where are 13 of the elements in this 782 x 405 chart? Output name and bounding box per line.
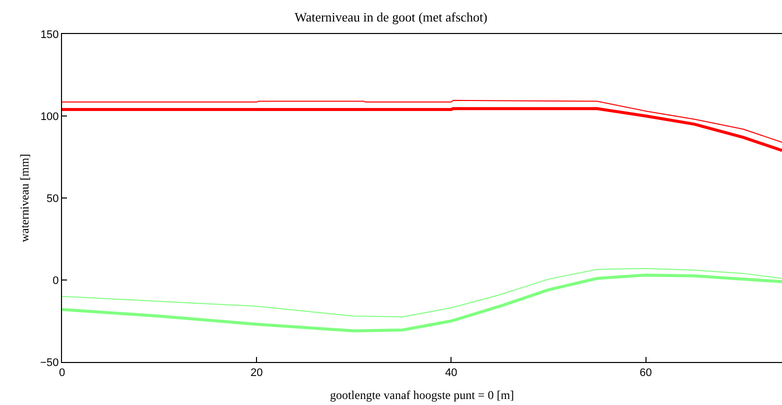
y-tick-label: −50 (40, 356, 59, 369)
y-tick-label: 50 (46, 192, 59, 205)
y-tick-label: 100 (40, 110, 59, 123)
y-axis-title: waterniveau [mm] (17, 154, 32, 242)
line-series (62, 100, 782, 143)
line-series (62, 107, 782, 152)
y-tick-label: 0 (52, 274, 59, 287)
x-tick-label: 40 (445, 367, 458, 380)
y-tick-label: 150 (40, 28, 59, 41)
x-tick-label: 60 (640, 367, 652, 380)
x-tick-label: 20 (250, 367, 263, 380)
chart-title: Waterniveau in de goot (met afschot) (294, 9, 488, 24)
x-axis-title: gootlengte vanaf hoogste punt = 0 [m] (330, 388, 514, 402)
